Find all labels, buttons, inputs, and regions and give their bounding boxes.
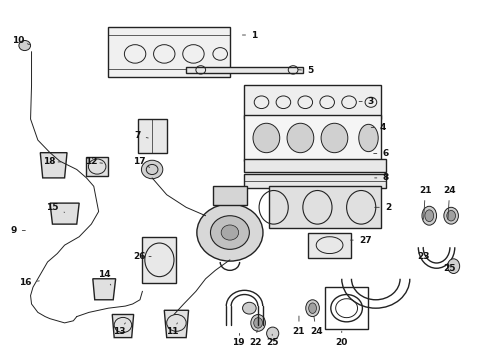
Text: 16: 16 xyxy=(20,279,39,288)
Text: 18: 18 xyxy=(43,157,61,166)
Ellipse shape xyxy=(424,210,433,222)
Text: 26: 26 xyxy=(133,252,151,261)
Text: 21: 21 xyxy=(418,186,431,219)
Text: 24: 24 xyxy=(443,186,455,219)
Text: 22: 22 xyxy=(249,330,262,347)
Text: 5: 5 xyxy=(298,66,313,75)
Text: 15: 15 xyxy=(46,203,64,212)
Text: 6: 6 xyxy=(373,149,388,158)
Circle shape xyxy=(141,160,163,179)
Text: 2: 2 xyxy=(374,203,390,212)
Circle shape xyxy=(197,204,263,261)
Ellipse shape xyxy=(321,123,347,153)
Ellipse shape xyxy=(250,315,265,331)
Polygon shape xyxy=(164,310,188,338)
Ellipse shape xyxy=(446,211,455,221)
Polygon shape xyxy=(112,315,133,338)
Polygon shape xyxy=(186,67,302,73)
Polygon shape xyxy=(40,153,67,178)
Text: 14: 14 xyxy=(98,270,111,285)
Ellipse shape xyxy=(252,123,279,153)
Polygon shape xyxy=(244,159,385,172)
Text: 20: 20 xyxy=(335,331,347,347)
Text: 19: 19 xyxy=(232,333,244,347)
Text: 27: 27 xyxy=(350,235,371,244)
Text: 21: 21 xyxy=(292,316,305,336)
Text: 9: 9 xyxy=(10,226,25,235)
Ellipse shape xyxy=(305,300,319,316)
Ellipse shape xyxy=(266,327,278,340)
Polygon shape xyxy=(93,279,116,300)
Text: 4: 4 xyxy=(370,123,386,132)
Ellipse shape xyxy=(242,302,256,314)
Text: 7: 7 xyxy=(134,131,148,140)
Polygon shape xyxy=(137,119,166,153)
Ellipse shape xyxy=(447,259,459,274)
Text: 3: 3 xyxy=(358,97,373,106)
Polygon shape xyxy=(50,203,79,224)
Text: 10: 10 xyxy=(12,36,30,45)
Polygon shape xyxy=(244,174,385,188)
Text: 23: 23 xyxy=(416,247,429,261)
Text: 8: 8 xyxy=(374,174,388,183)
Polygon shape xyxy=(268,186,380,228)
Ellipse shape xyxy=(286,123,313,153)
Circle shape xyxy=(221,225,238,240)
Text: 17: 17 xyxy=(132,157,149,167)
Text: 25: 25 xyxy=(265,334,278,347)
Text: 25: 25 xyxy=(443,264,455,273)
Polygon shape xyxy=(307,233,351,258)
Polygon shape xyxy=(244,115,380,161)
Polygon shape xyxy=(86,157,108,176)
Ellipse shape xyxy=(308,303,316,314)
Ellipse shape xyxy=(443,207,458,224)
Text: 24: 24 xyxy=(309,317,322,336)
Text: 1: 1 xyxy=(242,31,257,40)
Polygon shape xyxy=(142,237,176,283)
Polygon shape xyxy=(244,85,380,119)
Ellipse shape xyxy=(358,124,377,152)
Text: 12: 12 xyxy=(84,157,102,166)
Text: 11: 11 xyxy=(166,323,179,336)
Polygon shape xyxy=(212,186,246,205)
Circle shape xyxy=(19,40,30,50)
Circle shape xyxy=(210,216,249,249)
Text: 13: 13 xyxy=(113,323,125,336)
Polygon shape xyxy=(108,27,229,77)
Ellipse shape xyxy=(421,206,436,225)
Ellipse shape xyxy=(253,318,262,328)
